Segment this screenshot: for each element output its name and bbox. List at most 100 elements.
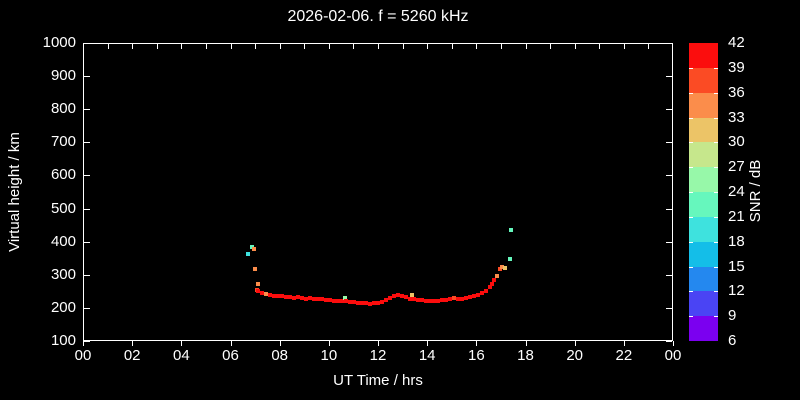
data-point [503, 266, 508, 271]
data-point [480, 291, 485, 296]
x-tick-bottom [623, 341, 625, 346]
data-point [380, 299, 385, 304]
colorbar-tick-right [714, 67, 718, 69]
y-tick-right [666, 274, 672, 276]
y-tick-right [666, 142, 672, 144]
x-tick-bottom [132, 341, 134, 346]
data-point [319, 296, 324, 301]
data-point [456, 296, 461, 301]
x-minor-tick-top [476, 44, 478, 49]
y-tick-right [666, 43, 672, 44]
x-minor-tick-top [500, 44, 502, 49]
data-point [364, 300, 369, 305]
data-point [336, 298, 341, 303]
data-point [388, 296, 393, 301]
data-point [344, 299, 349, 304]
data-point [412, 296, 417, 301]
x-minor-tick-top [230, 44, 232, 49]
y-axis-label: Virtual height / km [6, 132, 23, 252]
y-tick-left [84, 109, 90, 111]
data-point [497, 267, 502, 272]
x-tick-label: 18 [517, 347, 534, 364]
data-point [263, 292, 268, 297]
colorbar-tick-right [714, 192, 718, 193]
colorbar-segment [689, 117, 718, 143]
x-tick-bottom [230, 341, 232, 346]
x-tick-label: 12 [369, 347, 387, 364]
y-tick-left [84, 43, 90, 44]
x-tick-label: 16 [467, 347, 485, 364]
y-tick-right [666, 109, 672, 111]
data-point [291, 295, 296, 300]
data-point [464, 296, 469, 301]
data-point [368, 301, 373, 306]
colorbar-tick-label: 33 [728, 108, 745, 126]
colorbar-tick-right [714, 142, 718, 144]
data-point [251, 246, 256, 251]
colorbar-tick-right [714, 117, 718, 119]
colorbar-tick-label: 24 [728, 183, 745, 200]
data-point [495, 274, 500, 279]
y-tick-left [84, 208, 90, 210]
colorbar-tick-label: 18 [728, 232, 745, 250]
data-point [400, 293, 405, 298]
y-tick-label: 800 [50, 100, 76, 118]
colorbar-tick-label: 21 [728, 207, 745, 225]
x-tick-label: 10 [320, 347, 338, 364]
data-point [432, 299, 437, 304]
y-tick-left [84, 142, 90, 144]
colorbar-segment [689, 216, 718, 243]
data-point [284, 294, 289, 299]
x-minor-tick-top [525, 44, 527, 49]
data-point [340, 298, 345, 303]
data-point [275, 293, 280, 298]
data-point [331, 298, 336, 303]
data-point [452, 296, 457, 301]
data-point [272, 293, 276, 298]
y-tick-right [666, 241, 672, 243]
colorbar-tick-label: 36 [728, 83, 745, 101]
x-minor-tick-top [328, 44, 330, 49]
x-tick-label: 06 [222, 347, 239, 364]
y-tick-label: 500 [50, 199, 76, 217]
x-minor-tick-top [156, 44, 158, 49]
colorbar-tick-left [689, 241, 693, 243]
chart-title: 2026-02-06. f = 5260 kHz [287, 8, 469, 25]
data-point [356, 300, 361, 305]
y-tick-left [84, 175, 90, 177]
colorbar-tick-label: 9 [728, 307, 737, 325]
y-tick-label: 700 [50, 133, 76, 151]
y-tick-right [666, 175, 672, 177]
data-point [404, 295, 409, 300]
data-point [440, 298, 445, 303]
x-minor-tick-top [132, 44, 134, 49]
x-tick-bottom [279, 341, 281, 346]
x-tick-bottom [378, 341, 379, 346]
x-tick-bottom [181, 341, 183, 346]
colorbar-tick-right [714, 266, 718, 268]
colorbar-segment [689, 192, 718, 218]
x-tick-bottom [427, 341, 429, 346]
y-tick-right [666, 76, 672, 78]
data-point [253, 267, 258, 272]
x-tick-label: 14 [418, 347, 436, 364]
colorbar [689, 43, 718, 342]
y-tick-left [84, 76, 90, 78]
x-minor-tick-top [255, 44, 257, 49]
data-point [509, 228, 514, 233]
data-point [308, 296, 313, 301]
x-tick-bottom [476, 341, 478, 346]
colorbar-tick-label: 6 [728, 332, 737, 349]
colorbar-tick-left [689, 167, 693, 169]
x-minor-tick-top [304, 44, 306, 49]
data-point [316, 297, 321, 302]
colorbar-segment [689, 142, 718, 168]
x-tick-bottom [574, 341, 576, 346]
x-minor-tick-top [623, 44, 625, 49]
x-tick-bottom [328, 341, 330, 346]
plot-area [83, 43, 673, 341]
x-minor-tick-top [402, 44, 404, 49]
data-point [428, 298, 433, 303]
data-point [448, 296, 453, 301]
colorbar-tick-right [714, 291, 718, 293]
